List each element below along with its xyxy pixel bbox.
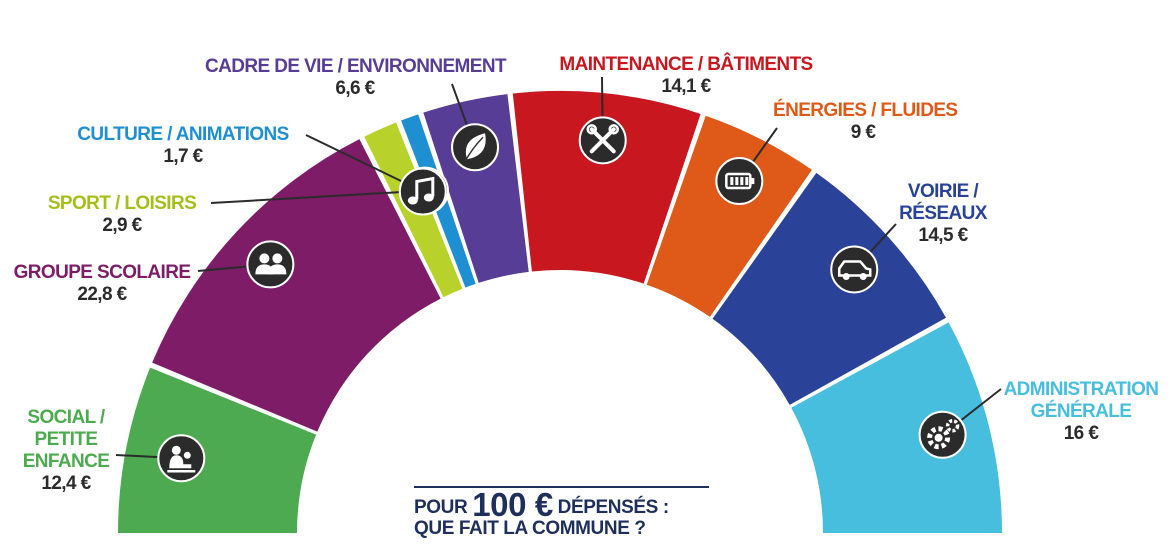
label-energies-fluides: ÉNERGIES / FLUIDES 9 €	[773, 100, 958, 144]
label-name-culture-animations: CULTURE / ANIMATIONS	[77, 124, 289, 145]
label-value-culture-animations: 1,7 €	[163, 146, 203, 167]
segment-social-petite-enfance	[118, 367, 317, 533]
label-value-social-petite-enfance: 12,4 €	[41, 473, 91, 494]
label-name-energies-fluides: ÉNERGIES / FLUIDES	[773, 100, 958, 121]
segment-voirie-reseaux	[712, 172, 947, 405]
label-name-voirie-reseaux: VOIRIE /	[907, 181, 979, 202]
label-sport-loisirs: SPORT / LOISIRS 2,9 €	[36, 193, 208, 237]
leaf-icon	[451, 123, 500, 172]
segment-energies-fluides	[646, 115, 812, 317]
label-groupe-scolaire: GROUPE SCOLAIRE 22,8 €	[12, 262, 192, 306]
parent-child-icon	[157, 434, 206, 483]
label-value-administration-generale: 16 €	[1063, 423, 1099, 444]
label-name-maintenance-batiments: MAINTENANCE / BÂTIMENTS	[559, 54, 813, 75]
label-value-voirie-reseaux: 14,5 €	[918, 225, 968, 246]
label-name-social-petite-enfance: PETITE	[34, 429, 99, 450]
label-name-administration-generale: ADMINISTRATION	[1003, 379, 1159, 400]
label-name-voirie-reseaux: RÉSEAUX	[899, 203, 987, 224]
battery-icon	[715, 157, 764, 206]
caption-post: DÉPENSÉS :	[557, 497, 669, 518]
label-value-cadre-de-vie-environnement: 6,6 €	[335, 78, 375, 99]
label-name-groupe-scolaire: GROUPE SCOLAIRE	[13, 262, 191, 283]
segment-maintenance-batiments	[512, 90, 701, 284]
label-culture-animations: CULTURE / ANIMATIONS 1,7 €	[60, 124, 306, 168]
people-icon	[246, 240, 295, 289]
chart-icons	[157, 116, 967, 483]
chart-segments	[118, 90, 1002, 533]
tools-icon	[578, 116, 627, 165]
segment-groupe-scolaire	[152, 139, 441, 432]
label-name-social-petite-enfance: ENFANCE	[22, 451, 110, 472]
segment-administration-generale	[791, 322, 1002, 533]
label-cadre-de-vie-environnement: CADRE DE VIE / ENVIRONNEMENT 6,6 €	[205, 56, 507, 100]
gears-icon	[918, 410, 967, 459]
caption-pre: POUR	[414, 497, 468, 518]
label-value-sport-loisirs: 2,9 €	[102, 215, 142, 236]
segment-cadre-de-vie-environnement	[423, 94, 529, 283]
label-value-energies-fluides: 9 €	[850, 122, 876, 143]
caption-amount: 100 €	[472, 486, 553, 523]
label-administration-generale: ADMINISTRATION GÉNÉRALE 16 €	[1000, 379, 1162, 445]
chart-caption: POUR 100 € DÉPENSÉS : QUE FAIT LA COMMUN…	[414, 486, 709, 539]
label-value-maintenance-batiments: 14,1 €	[661, 76, 711, 97]
label-social-petite-enfance: SOCIAL / PETITE ENFANCE 12,4 €	[16, 407, 116, 495]
caption-line2: QUE FAIT LA COMMUNE ?	[414, 518, 646, 539]
label-maintenance-batiments: MAINTENANCE / BÂTIMENTS 14,1 €	[556, 54, 816, 98]
label-name-cadre-de-vie-environnement: CADRE DE VIE / ENVIRONNEMENT	[205, 56, 507, 77]
label-name-sport-loisirs: SPORT / LOISIRS	[47, 193, 197, 214]
leader-sport-loisirs	[210, 189, 426, 204]
label-value-groupe-scolaire: 22,8 €	[77, 284, 127, 305]
electric-car-icon	[830, 245, 879, 294]
music-note-icon	[398, 167, 447, 216]
label-voirie-reseaux: VOIRIE / RÉSEAUX 14,5 €	[888, 181, 998, 247]
label-name-administration-generale: GÉNÉRALE	[1030, 401, 1132, 422]
label-name-social-petite-enfance: SOCIAL /	[27, 407, 105, 428]
